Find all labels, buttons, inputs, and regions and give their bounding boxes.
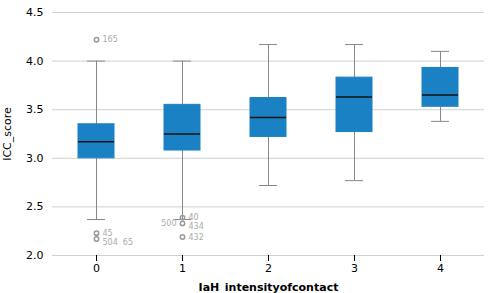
svg-text:2.5: 2.5 <box>26 200 44 213</box>
svg-text:504 65: 504 65 <box>103 238 134 247</box>
svg-text:165: 165 <box>103 35 118 44</box>
svg-text:500: 500 <box>161 219 176 228</box>
svg-text:2.0: 2.0 <box>26 249 44 262</box>
svg-text:4: 4 <box>437 262 444 275</box>
svg-text:2: 2 <box>265 262 272 275</box>
svg-text:40: 40 <box>189 213 199 222</box>
svg-text:3.0: 3.0 <box>26 152 44 165</box>
svg-text:IaH_intensityofcontact: IaH_intensityofcontact <box>199 281 339 293</box>
svg-text:4.5: 4.5 <box>26 6 44 19</box>
svg-text:0: 0 <box>93 262 100 275</box>
svg-text:ICC_score: ICC_score <box>1 107 14 161</box>
svg-text:1: 1 <box>179 262 186 275</box>
svg-text:434: 434 <box>189 222 204 231</box>
svg-text:45: 45 <box>103 229 113 238</box>
svg-text:4.0: 4.0 <box>26 55 44 68</box>
svg-text:3.5: 3.5 <box>26 103 44 116</box>
svg-text:432: 432 <box>189 233 204 242</box>
svg-text:3: 3 <box>351 262 358 275</box>
